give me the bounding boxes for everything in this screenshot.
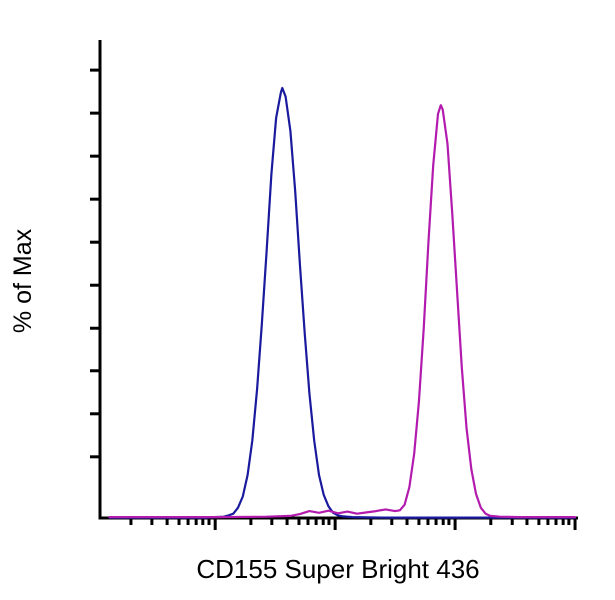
y-axis-label: % of Max bbox=[9, 228, 37, 333]
x-axis-ticks-group bbox=[129, 519, 577, 530]
x-axis-label: CD155 Super Bright 436 bbox=[196, 554, 479, 584]
y-axis-ticks-group bbox=[90, 68, 100, 459]
blue-histogram-curve bbox=[108, 86, 577, 519]
magenta-histogram-curve bbox=[108, 104, 577, 519]
